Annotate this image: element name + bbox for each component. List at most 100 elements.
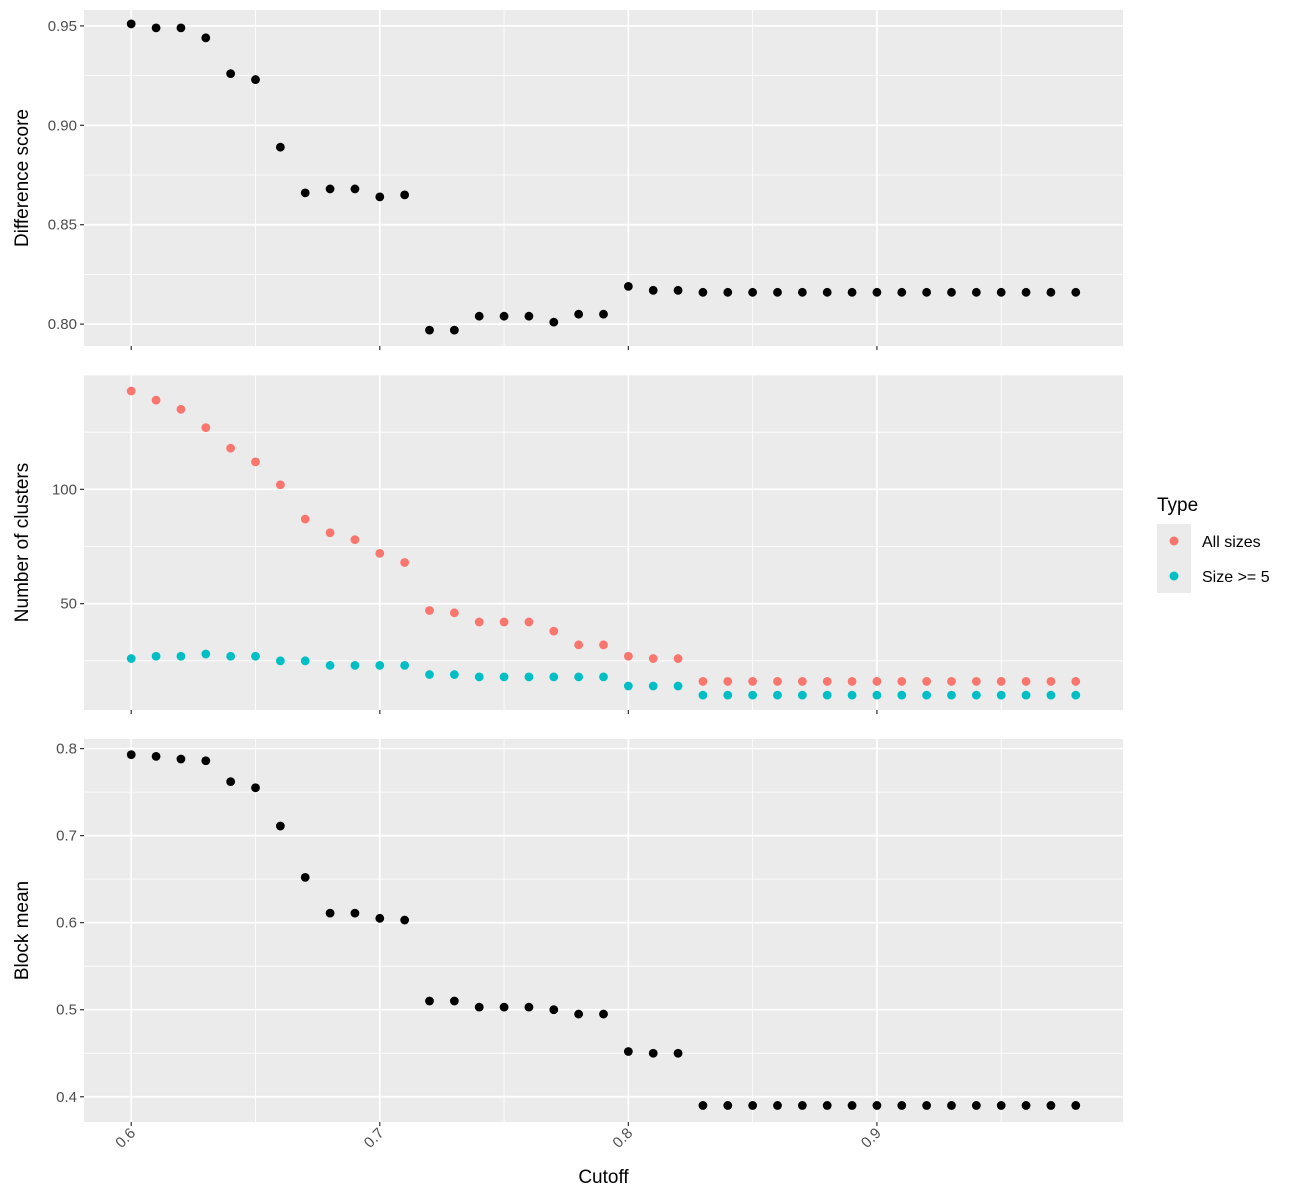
- data-point: [872, 1101, 882, 1110]
- data-point: [126, 654, 136, 663]
- data-point: [971, 1101, 981, 1110]
- data-point: [400, 661, 410, 670]
- data-point: [1021, 690, 1031, 700]
- data-point: [425, 670, 434, 679]
- data-point: [251, 75, 260, 84]
- data-point: [350, 661, 360, 670]
- data-point: [847, 1101, 857, 1110]
- data-point: [1046, 677, 1056, 686]
- data-point: [673, 681, 683, 691]
- panel-background: [84, 739, 1123, 1122]
- data-point: [574, 1009, 584, 1019]
- data-point: [1071, 1101, 1081, 1110]
- data-point: [201, 423, 211, 432]
- data-point: [275, 480, 285, 490]
- data-point: [375, 661, 385, 670]
- data-point: [599, 640, 608, 650]
- data-point: [996, 1101, 1006, 1110]
- y-tick-label: 0.80: [48, 316, 77, 333]
- data-point: [996, 690, 1006, 700]
- data-point: [275, 821, 285, 831]
- data-point: [325, 908, 335, 918]
- legend-title: Type: [1157, 495, 1198, 516]
- y-tick-label: 0.6: [56, 915, 77, 932]
- data-point: [151, 651, 161, 661]
- data-point: [524, 672, 534, 682]
- data-point: [474, 1002, 484, 1012]
- data-point: [748, 287, 758, 297]
- data-point: [574, 672, 584, 682]
- data-point: [847, 287, 857, 297]
- data-point: [698, 287, 708, 297]
- data-point: [176, 23, 186, 33]
- data-point: [822, 1101, 832, 1110]
- data-point: [350, 908, 360, 918]
- series-difference-score: [126, 19, 1081, 335]
- data-point: [325, 661, 335, 670]
- legend-key-size-5: [1169, 571, 1179, 581]
- data-point: [797, 690, 807, 700]
- legend-item-all-sizes: All sizes: [1157, 524, 1261, 558]
- data-point: [400, 915, 410, 925]
- data-point: [623, 281, 633, 291]
- data-point: [226, 777, 236, 787]
- data-point: [549, 626, 559, 636]
- data-point: [1046, 287, 1056, 297]
- data-point: [499, 1002, 509, 1012]
- data-point: [1071, 287, 1081, 297]
- data-point: [797, 1101, 807, 1110]
- data-point: [176, 651, 186, 661]
- y-tick-label: 0.95: [48, 18, 77, 35]
- data-point: [599, 309, 608, 319]
- data-point: [574, 640, 584, 650]
- data-point: [176, 404, 186, 414]
- data-point: [449, 608, 459, 618]
- data-point: [1046, 1101, 1056, 1110]
- data-point: [773, 287, 782, 297]
- data-point: [251, 651, 260, 661]
- x-tick-label: 0.9: [858, 1125, 885, 1152]
- data-point: [474, 617, 484, 627]
- data-point: [623, 651, 633, 661]
- data-point: [872, 690, 882, 700]
- data-point: [474, 311, 484, 321]
- data-point: [275, 142, 285, 152]
- data-point: [648, 681, 658, 691]
- data-point: [922, 677, 932, 686]
- data-point: [300, 188, 310, 198]
- data-point: [549, 1005, 559, 1015]
- data-point: [524, 617, 534, 627]
- data-point: [549, 317, 559, 327]
- data-point: [723, 690, 733, 700]
- data-point: [1071, 677, 1081, 686]
- data-point: [748, 677, 758, 686]
- data-point: [275, 656, 285, 666]
- data-point: [922, 287, 932, 297]
- data-point: [723, 677, 733, 686]
- data-point: [797, 287, 807, 297]
- data-point: [947, 287, 956, 297]
- panel-block-mean: 0.4 0.5 0.6 0.7 0.8 Block mean 0.6 0.7 0.8 0.9: [12, 739, 1123, 1152]
- y-axis-title: Number of clusters: [12, 463, 33, 622]
- series-size-5: [126, 649, 1081, 700]
- data-point: [400, 190, 410, 200]
- data-point: [300, 514, 310, 524]
- data-point: [499, 672, 509, 682]
- data-point: [971, 287, 981, 297]
- data-point: [797, 677, 807, 686]
- data-point: [201, 33, 211, 43]
- panel-difference-score: 0.80 0.85 0.90 0.95 Difference score: [12, 10, 1123, 350]
- legend-label-all-sizes: All sizes: [1202, 534, 1261, 551]
- x-axis-title: Cutoff: [578, 1167, 629, 1188]
- y-axis-title: Difference score: [12, 109, 33, 247]
- data-point: [126, 19, 136, 29]
- data-point: [151, 395, 161, 405]
- data-point: [648, 654, 658, 663]
- data-point: [226, 69, 236, 79]
- x-tick-label: 0.7: [361, 1125, 388, 1152]
- data-point: [126, 750, 136, 760]
- panel-number-of-clusters: 50 100 Number of clusters: [12, 374, 1123, 714]
- data-point: [698, 1101, 708, 1110]
- data-point: [499, 311, 509, 321]
- data-point: [449, 996, 459, 1006]
